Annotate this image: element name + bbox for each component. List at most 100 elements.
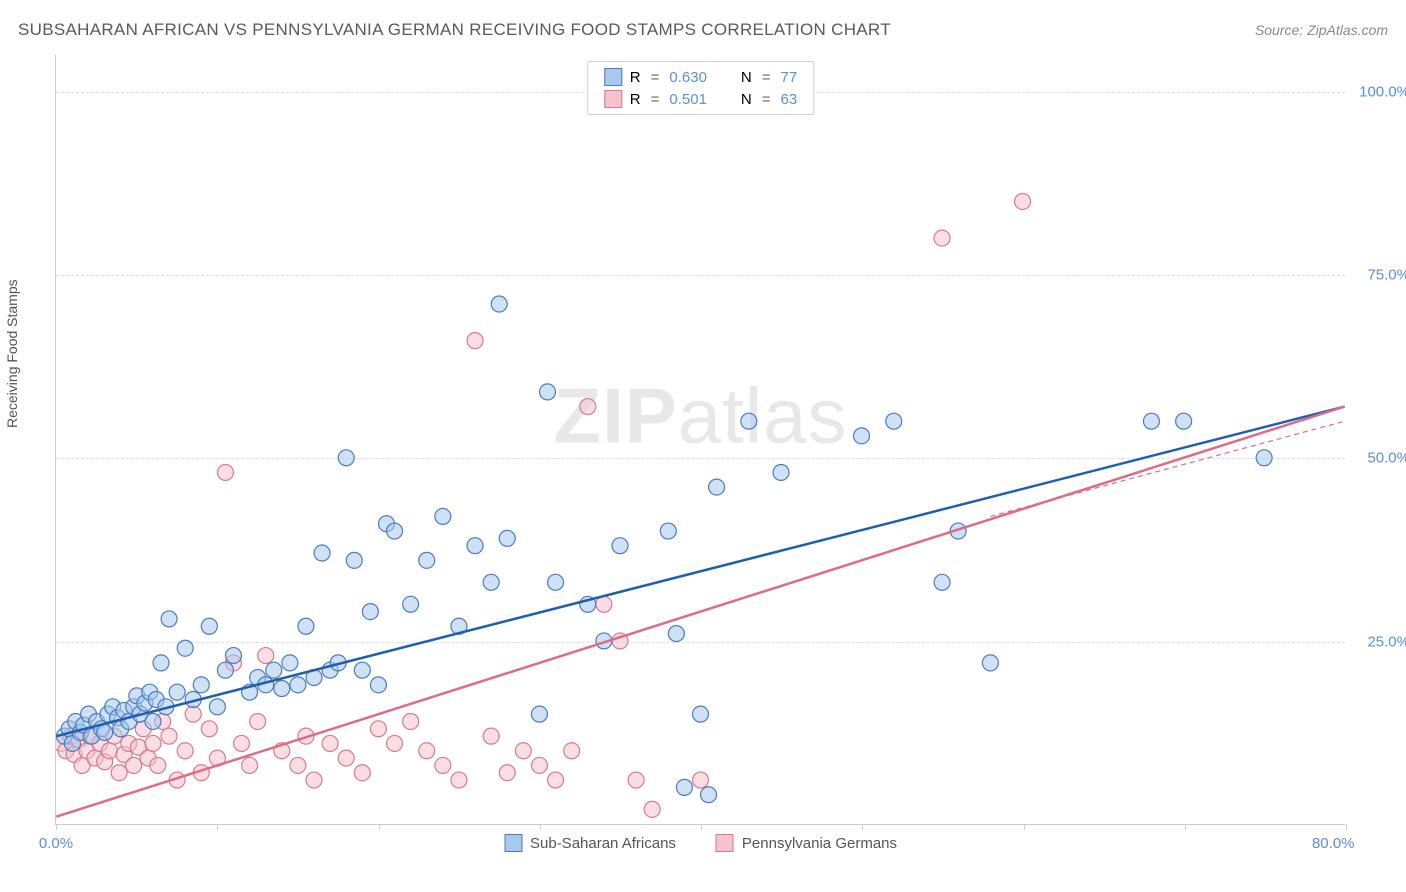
scatter-point bbox=[354, 662, 370, 678]
scatter-point bbox=[668, 626, 684, 642]
xtick bbox=[701, 824, 702, 830]
legend-N-label: N bbox=[741, 69, 752, 86]
scatter-point bbox=[338, 750, 354, 766]
scatter-point bbox=[741, 413, 757, 429]
scatter-point bbox=[934, 230, 950, 246]
ytick-label: 50.0% bbox=[1367, 450, 1406, 467]
xtick bbox=[217, 824, 218, 830]
scatter-point bbox=[193, 677, 209, 693]
scatter-point bbox=[483, 574, 499, 590]
legend-eq: = bbox=[762, 69, 771, 86]
xtick-label: 0.0% bbox=[39, 835, 73, 852]
scatter-point bbox=[612, 538, 628, 554]
scatter-point bbox=[290, 677, 306, 693]
ytick-label: 75.0% bbox=[1367, 267, 1406, 284]
scatter-point bbox=[531, 757, 547, 773]
ytick-label: 25.0% bbox=[1367, 633, 1406, 650]
legend-N-blue: 77 bbox=[781, 69, 798, 86]
xtick bbox=[56, 824, 57, 830]
scatter-point bbox=[515, 743, 531, 759]
scatter-point bbox=[934, 574, 950, 590]
legend-R-label: R bbox=[630, 69, 641, 86]
scatter-point bbox=[854, 428, 870, 444]
legend-N-pink: 63 bbox=[781, 91, 798, 108]
xtick bbox=[1185, 824, 1186, 830]
legend-label-blue: Sub-Saharan Africans bbox=[530, 835, 676, 852]
scatter-point bbox=[145, 713, 161, 729]
scatter-point bbox=[234, 735, 250, 751]
scatter-point bbox=[676, 779, 692, 795]
scatter-point bbox=[177, 743, 193, 759]
chart-plot-area: ZIPatlas R = 0.630 N = 77 R = 0.501 N = … bbox=[55, 55, 1345, 825]
scatter-point bbox=[153, 655, 169, 671]
scatter-point bbox=[1143, 413, 1159, 429]
scatter-point bbox=[1015, 193, 1031, 209]
trend-line bbox=[56, 407, 1344, 817]
scatter-point bbox=[354, 765, 370, 781]
scatter-point bbox=[467, 333, 483, 349]
scatter-point bbox=[1176, 413, 1192, 429]
scatter-point bbox=[290, 757, 306, 773]
legend-eq: = bbox=[651, 91, 660, 108]
scatter-point bbox=[306, 772, 322, 788]
scatter-point bbox=[419, 552, 435, 568]
xtick bbox=[862, 824, 863, 830]
scatter-point bbox=[185, 706, 201, 722]
scatter-point bbox=[403, 713, 419, 729]
scatter-point bbox=[387, 523, 403, 539]
chart-header: SUBSAHARAN AFRICAN VS PENNSYLVANIA GERMA… bbox=[18, 20, 1388, 40]
scatter-point bbox=[982, 655, 998, 671]
scatter-point bbox=[564, 743, 580, 759]
legend-swatch-blue-icon bbox=[504, 834, 522, 852]
legend-swatch-blue bbox=[604, 68, 622, 86]
scatter-point bbox=[298, 618, 314, 634]
scatter-point bbox=[540, 384, 556, 400]
scatter-point bbox=[467, 538, 483, 554]
legend-item-blue: Sub-Saharan Africans bbox=[504, 834, 676, 852]
scatter-point bbox=[217, 464, 233, 480]
scatter-point bbox=[209, 699, 225, 715]
scatter-point bbox=[499, 530, 515, 546]
scatter-point bbox=[145, 735, 161, 751]
scatter-point bbox=[548, 772, 564, 788]
scatter-point bbox=[177, 640, 193, 656]
scatter-point bbox=[451, 772, 467, 788]
xtick bbox=[540, 824, 541, 830]
scatter-point bbox=[101, 743, 117, 759]
ytick-label: 100.0% bbox=[1359, 83, 1406, 100]
legend-swatch-pink-icon bbox=[716, 834, 734, 852]
scatter-point bbox=[169, 684, 185, 700]
scatter-point bbox=[111, 765, 127, 781]
trend-line bbox=[56, 407, 1344, 737]
scatter-point bbox=[362, 604, 378, 620]
scatter-point bbox=[693, 772, 709, 788]
scatter-point bbox=[322, 735, 338, 751]
y-axis-label: Receiving Food Stamps bbox=[4, 279, 20, 428]
scatter-point bbox=[709, 479, 725, 495]
scatter-point bbox=[126, 757, 142, 773]
scatter-point bbox=[886, 413, 902, 429]
scatter-point bbox=[403, 596, 419, 612]
chart-title: SUBSAHARAN AFRICAN VS PENNSYLVANIA GERMA… bbox=[18, 20, 891, 40]
scatter-point bbox=[282, 655, 298, 671]
scatter-point bbox=[370, 721, 386, 737]
scatter-point bbox=[701, 787, 717, 803]
scatter-point bbox=[483, 728, 499, 744]
legend-stats: R = 0.630 N = 77 R = 0.501 N = 63 bbox=[587, 61, 814, 115]
legend-R-label: R bbox=[630, 91, 641, 108]
scatter-point bbox=[150, 757, 166, 773]
scatter-point bbox=[628, 772, 644, 788]
legend-eq: = bbox=[651, 69, 660, 86]
scatter-point bbox=[97, 724, 113, 740]
scatter-point bbox=[435, 508, 451, 524]
scatter-point bbox=[531, 706, 547, 722]
legend-R-blue: 0.630 bbox=[669, 69, 707, 86]
scatter-point bbox=[250, 713, 266, 729]
scatter-point bbox=[491, 296, 507, 312]
scatter-point bbox=[161, 728, 177, 744]
legend-stats-row-blue: R = 0.630 N = 77 bbox=[604, 66, 797, 88]
scatter-point bbox=[387, 735, 403, 751]
scatter-point bbox=[274, 681, 290, 697]
scatter-point bbox=[548, 574, 564, 590]
scatter-point bbox=[346, 552, 362, 568]
